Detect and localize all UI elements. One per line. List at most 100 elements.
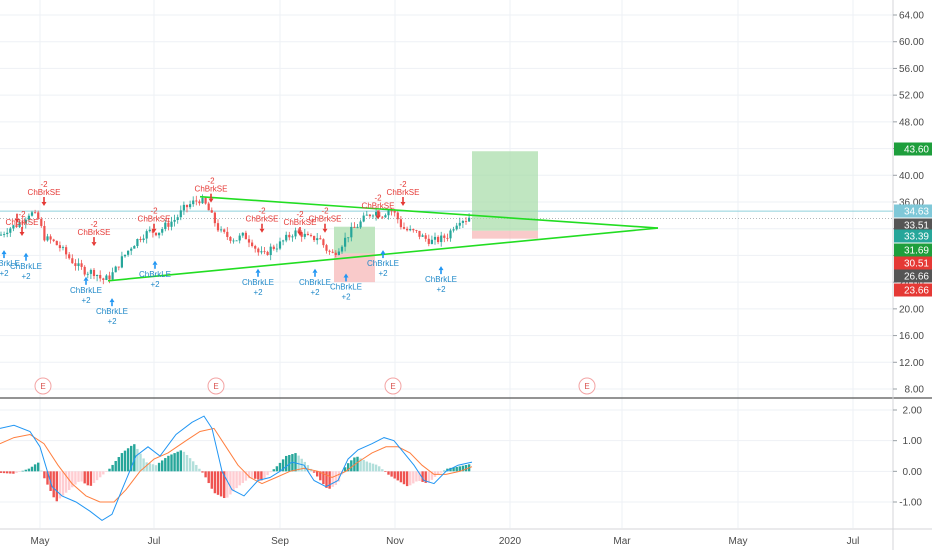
macd-histogram-bar[interactable] [170, 454, 173, 472]
candle-body[interactable] [161, 229, 164, 233]
macd-histogram-bar[interactable] [12, 471, 15, 474]
candle-body[interactable] [452, 229, 455, 231]
candle-body[interactable] [356, 227, 359, 229]
macd-histogram-bar[interactable] [232, 471, 235, 492]
candle-body[interactable] [396, 212, 399, 220]
macd-histogram-bar[interactable] [105, 471, 108, 472]
candle-body[interactable] [412, 229, 415, 231]
candle-body[interactable] [18, 221, 21, 228]
candle-body[interactable] [179, 210, 182, 218]
macd-histogram-bar[interactable] [461, 465, 465, 472]
short-signal-arrow-icon[interactable] [259, 228, 265, 233]
macd-histogram-bar[interactable] [61, 471, 65, 496]
short-signal-arrow-icon[interactable] [91, 242, 97, 247]
candle-body[interactable] [77, 263, 80, 267]
candle-body[interactable] [384, 215, 387, 218]
macd-histogram-bar[interactable] [306, 465, 310, 472]
candle-body[interactable] [34, 212, 37, 214]
macd-histogram-bar[interactable] [368, 462, 372, 472]
candle-body[interactable] [40, 218, 43, 226]
long-signal-arrow-icon[interactable] [109, 298, 115, 303]
macd-histogram-bar[interactable] [418, 471, 421, 481]
candle-body[interactable] [145, 231, 148, 239]
macd-histogram-bar[interactable] [257, 471, 260, 480]
candle-body[interactable] [105, 275, 108, 280]
candle-body[interactable] [198, 201, 201, 204]
candle-body[interactable] [241, 232, 244, 236]
earnings-marker[interactable]: E [34, 377, 52, 395]
candle-body[interactable] [443, 235, 446, 238]
macd-histogram-bar[interactable] [30, 466, 34, 472]
candle-body[interactable] [316, 238, 319, 241]
candle-body[interactable] [433, 236, 437, 240]
macd-histogram-bar[interactable] [359, 458, 362, 472]
macd-histogram-bar[interactable] [43, 471, 46, 479]
candle-body[interactable] [114, 266, 117, 273]
candle-body[interactable] [6, 232, 9, 235]
macd-histogram-bar[interactable] [266, 471, 269, 476]
long-position-stop-zone[interactable] [472, 230, 538, 239]
macd-histogram-bar[interactable] [92, 471, 96, 483]
candle-body[interactable] [294, 230, 297, 237]
macd-histogram-bar[interactable] [381, 469, 384, 472]
macd-histogram-bar[interactable] [33, 464, 37, 472]
macd-histogram-bar[interactable] [328, 471, 331, 489]
candle-body[interactable] [9, 228, 12, 233]
macd-histogram-bar[interactable] [374, 464, 378, 472]
macd-histogram-bar[interactable] [278, 462, 282, 472]
macd-histogram-bar[interactable] [402, 471, 406, 485]
candle-body[interactable] [30, 212, 34, 216]
macd-histogram-bar[interactable] [6, 471, 9, 474]
long-signal-arrow-icon[interactable] [1, 250, 7, 255]
macd-histogram-bar[interactable] [452, 467, 455, 472]
macd-histogram-bar[interactable] [9, 471, 12, 474]
candle-body[interactable] [247, 239, 251, 243]
macd-histogram-bar[interactable] [219, 471, 223, 497]
earnings-marker[interactable]: E [384, 377, 402, 395]
candle-body[interactable] [185, 204, 189, 208]
macd-histogram-bar[interactable] [247, 471, 251, 479]
macd-histogram-bar[interactable] [182, 451, 186, 472]
long-position-target-zone[interactable] [334, 226, 375, 254]
candle-body[interactable] [170, 221, 173, 227]
earnings-marker[interactable]: E [578, 377, 596, 395]
candle-body[interactable] [409, 229, 412, 231]
macd-histogram-bar[interactable] [350, 460, 353, 472]
macd-histogram-bar[interactable] [123, 450, 127, 472]
candle-body[interactable] [269, 246, 272, 256]
macd-histogram-bar[interactable] [322, 471, 325, 485]
macd-histogram-bar[interactable] [77, 471, 80, 482]
short-signal-arrow-icon[interactable] [375, 215, 381, 220]
candle-body[interactable] [12, 225, 15, 229]
candle-body[interactable] [331, 251, 334, 253]
candle-body[interactable] [216, 223, 220, 231]
candle-body[interactable] [278, 241, 282, 249]
macd-histogram-bar[interactable] [356, 456, 359, 472]
macd-histogram-bar[interactable] [198, 468, 201, 472]
macd-histogram-bar[interactable] [464, 464, 468, 472]
candle-body[interactable] [27, 215, 30, 220]
candle-body[interactable] [449, 230, 452, 239]
candle-body[interactable] [254, 246, 257, 249]
candle-body[interactable] [322, 239, 325, 246]
candle-body[interactable] [223, 229, 226, 232]
candle-body[interactable] [195, 200, 198, 202]
candle-body[interactable] [86, 273, 89, 275]
macd-histogram-bar[interactable] [120, 453, 124, 472]
macd-histogram-bar[interactable] [114, 460, 117, 472]
long-signal-arrow-icon[interactable] [343, 273, 349, 278]
candle-body[interactable] [387, 210, 390, 216]
macd-histogram-bar[interactable] [312, 471, 316, 473]
macd-histogram-bar[interactable] [89, 471, 93, 486]
macd-histogram-bar[interactable] [71, 471, 74, 488]
macd-histogram-bar[interactable] [86, 471, 89, 486]
long-signal-arrow-icon[interactable] [23, 252, 29, 257]
candle-body[interactable] [52, 239, 55, 241]
candle-body[interactable] [136, 239, 139, 247]
candle-body[interactable] [46, 236, 49, 241]
macd-histogram-bar[interactable] [133, 444, 136, 472]
candle-body[interactable] [117, 266, 120, 268]
candle-body[interactable] [49, 236, 52, 240]
macd-histogram-bar[interactable] [139, 453, 142, 472]
candle-body[interactable] [455, 225, 458, 230]
